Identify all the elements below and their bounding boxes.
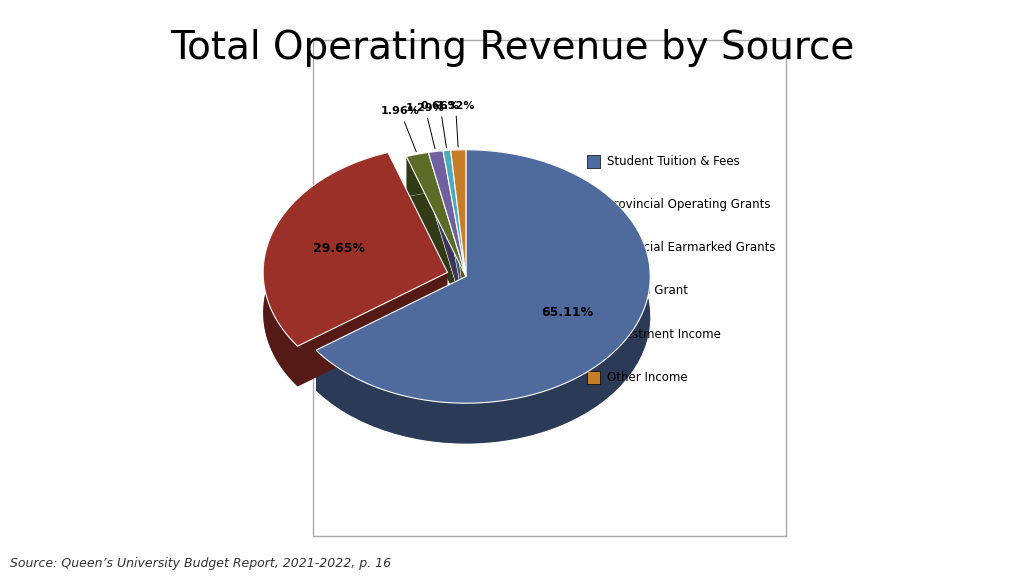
Text: Provincial Earmarked Grants: Provincial Earmarked Grants	[607, 241, 775, 254]
Polygon shape	[428, 191, 466, 317]
Polygon shape	[443, 150, 466, 276]
Text: 29.65%: 29.65%	[312, 242, 365, 255]
Text: Federal Grant: Federal Grant	[607, 285, 688, 297]
Polygon shape	[443, 150, 451, 191]
Text: Investment Income: Investment Income	[607, 328, 721, 340]
Text: Provincial Operating Grants: Provincial Operating Grants	[607, 198, 770, 211]
Bar	[587, 155, 600, 168]
Polygon shape	[298, 272, 447, 386]
Text: 1.32%: 1.32%	[436, 101, 475, 147]
Polygon shape	[263, 153, 388, 386]
Text: 0.66%: 0.66%	[421, 101, 460, 147]
Bar	[587, 198, 600, 211]
Text: Source: Queen’s University Budget Report, 2021-2022, p. 16: Source: Queen’s University Budget Report…	[10, 557, 391, 570]
Bar	[587, 371, 600, 384]
Polygon shape	[407, 193, 466, 317]
Polygon shape	[316, 276, 466, 391]
Polygon shape	[451, 150, 466, 276]
Text: Student Tuition & Fees: Student Tuition & Fees	[607, 155, 739, 168]
Text: 1.96%: 1.96%	[381, 107, 420, 151]
Polygon shape	[443, 191, 466, 317]
Polygon shape	[451, 190, 466, 317]
Polygon shape	[451, 150, 466, 191]
Polygon shape	[263, 193, 447, 386]
Bar	[587, 285, 600, 297]
Bar	[313, 40, 785, 536]
Polygon shape	[428, 151, 443, 193]
Text: Total Operating Revenue by Source: Total Operating Revenue by Source	[170, 29, 854, 67]
Polygon shape	[316, 150, 650, 444]
Polygon shape	[316, 190, 650, 444]
Polygon shape	[316, 150, 650, 403]
Bar	[587, 328, 600, 340]
Polygon shape	[407, 153, 466, 276]
Text: 65.11%: 65.11%	[542, 306, 594, 319]
Text: Other Income: Other Income	[607, 371, 688, 384]
Polygon shape	[263, 153, 447, 346]
Polygon shape	[407, 153, 428, 197]
Bar	[587, 241, 600, 254]
Polygon shape	[428, 151, 466, 276]
Text: 1.29%: 1.29%	[406, 103, 444, 149]
